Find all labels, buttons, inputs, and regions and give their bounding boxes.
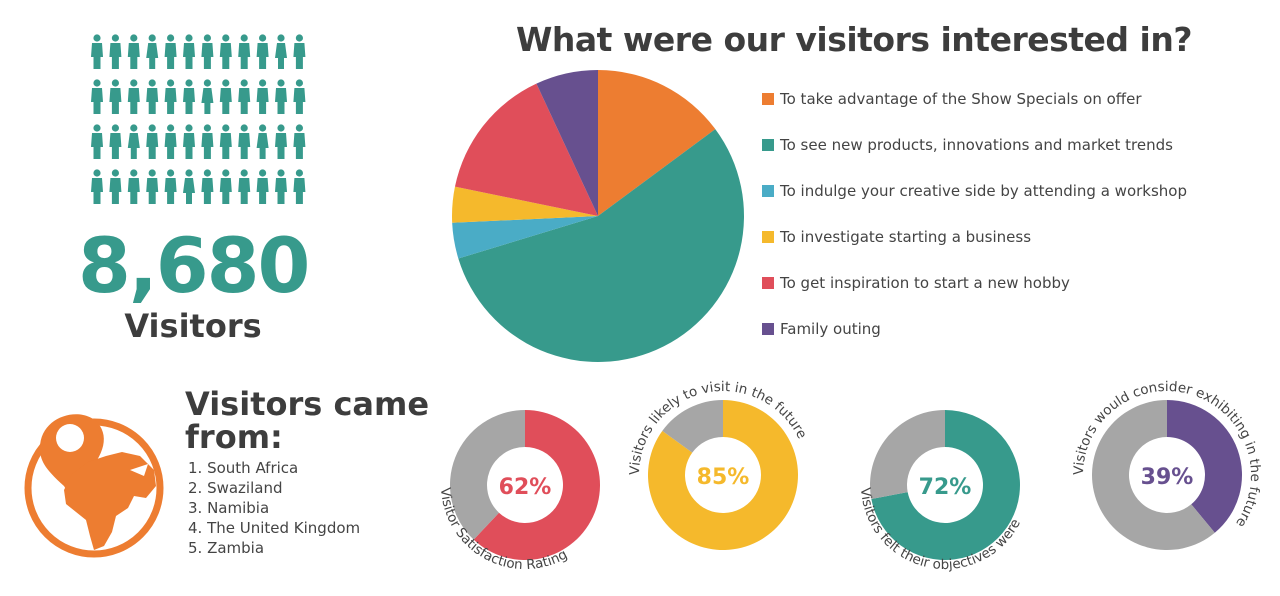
donut-value-segment <box>1167 400 1242 533</box>
person-icon <box>127 169 140 204</box>
donut-remainder-segment <box>1092 400 1215 550</box>
person-icon <box>146 124 159 159</box>
legend-label: To see new products, innovations and mar… <box>780 136 1173 154</box>
donut-remainder-segment <box>662 400 723 453</box>
person-icon <box>127 79 140 114</box>
donut-percentage-label: 62% <box>499 475 552 500</box>
person-icon <box>219 79 232 114</box>
donut-value-segment <box>648 400 798 550</box>
person-icon <box>293 124 306 159</box>
legend-swatch <box>762 139 774 151</box>
person-icon <box>256 79 269 114</box>
person-icon <box>146 79 159 114</box>
main-chart-title: What were our visitors interested in? <box>516 20 1192 59</box>
donut-percentage-label: 85% <box>697 465 750 490</box>
person-icon <box>146 34 159 69</box>
person-icon <box>91 124 103 159</box>
person-icon <box>201 124 214 159</box>
legend-label: To get inspiration to start a new hobby <box>780 274 1070 292</box>
person-icon <box>238 124 251 159</box>
person-icon <box>146 169 159 204</box>
country-list-item: 1. South Africa <box>188 459 299 477</box>
person-icon <box>183 124 195 159</box>
objectives-donut-chart: 72%Visitors felt their objectives were m… <box>840 380 1024 573</box>
donut-percentage-label: 39% <box>1141 465 1194 490</box>
person-icon <box>275 124 287 159</box>
donut-value-segment <box>473 410 600 560</box>
legend-label: To take advantage of the Show Specials o… <box>780 90 1142 108</box>
globe-location-icon <box>24 414 164 558</box>
donut-value-segment <box>871 410 1020 560</box>
person-icon <box>164 124 177 159</box>
legend-label: To investigate starting a business <box>780 228 1032 246</box>
pie-slice-to-get-inspiration-to-start-a- <box>454 83 598 217</box>
person-icon <box>219 34 232 69</box>
person-icon <box>238 79 251 114</box>
pie-slice-to-take-advantage-of-the-show- <box>598 70 716 216</box>
person-icon <box>183 34 195 69</box>
person-icon <box>293 79 306 114</box>
person-icon <box>91 79 103 114</box>
legend-swatch <box>762 277 774 289</box>
people-icon-grid <box>91 34 306 204</box>
person-icon <box>275 79 287 114</box>
donut-remainder-segment <box>870 410 945 500</box>
person-icon <box>91 34 103 69</box>
pie-slice-family-outing <box>536 70 598 216</box>
pie-slice-to-indulge-your-creative-side- <box>452 216 598 259</box>
exhibiting-donut-chart: 39%Visitors would consider exhibiting in… <box>1071 379 1263 550</box>
visitor-count-label: Visitors <box>124 307 262 345</box>
legend-swatch <box>762 93 774 105</box>
satisfaction-donut-chart: 62%Visitor Satisfaction Rating <box>437 410 600 573</box>
legend-swatch <box>762 323 774 335</box>
person-icon <box>201 34 214 69</box>
person-icon <box>219 124 232 159</box>
person-icon <box>109 79 122 114</box>
person-icon <box>127 34 140 69</box>
donut-percentage-label: 72% <box>919 475 972 500</box>
person-icon <box>91 169 103 204</box>
person-icon <box>201 169 214 204</box>
country-list-item: 5. Zambia <box>188 539 265 557</box>
country-list-item: 4. The United Kingdom <box>188 519 361 537</box>
person-icon <box>164 169 177 204</box>
person-icon <box>183 79 195 114</box>
person-icon <box>256 169 269 204</box>
person-icon <box>109 169 122 204</box>
person-icon <box>275 169 287 204</box>
pie-slice-to-investigate-starting-a-busi <box>452 186 598 223</box>
interests-pie-chart <box>452 70 744 362</box>
legend-swatch <box>762 185 774 197</box>
person-icon <box>275 34 287 69</box>
person-icon <box>238 34 251 69</box>
pie-slice-to-see-new-products-innovation <box>458 129 744 362</box>
person-icon <box>164 79 177 114</box>
revisit-donut-chart: 85%Visitors likely to visit in the futur… <box>627 379 810 550</box>
person-icon <box>293 34 306 69</box>
person-icon <box>219 169 232 204</box>
person-icon <box>293 169 306 204</box>
origin-title-line1: Visitors came <box>185 385 430 423</box>
visitor-count: 8,680 <box>78 221 310 310</box>
person-icon <box>238 169 251 204</box>
legend-swatch <box>762 231 774 243</box>
person-icon <box>164 34 177 69</box>
legend-label: To indulge your creative side by attendi… <box>780 182 1187 200</box>
origin-title: Visitors came from: <box>185 388 445 454</box>
country-list-item: 2. Swaziland <box>188 479 283 497</box>
person-icon <box>109 34 122 69</box>
person-icon <box>127 124 140 159</box>
person-icon <box>109 124 122 159</box>
origin-title-line2: from: <box>185 418 283 456</box>
donut-remainder-segment <box>449 410 525 540</box>
legend-label: Family outing <box>780 320 881 338</box>
person-icon <box>256 124 269 159</box>
origin-country-list: 1. South Africa 2. Swaziland 3. Namibia 4. … <box>188 458 360 558</box>
person-icon <box>183 169 195 204</box>
person-icon <box>201 79 214 114</box>
country-list-item: 3. Namibia <box>188 499 270 517</box>
person-icon <box>256 34 269 69</box>
